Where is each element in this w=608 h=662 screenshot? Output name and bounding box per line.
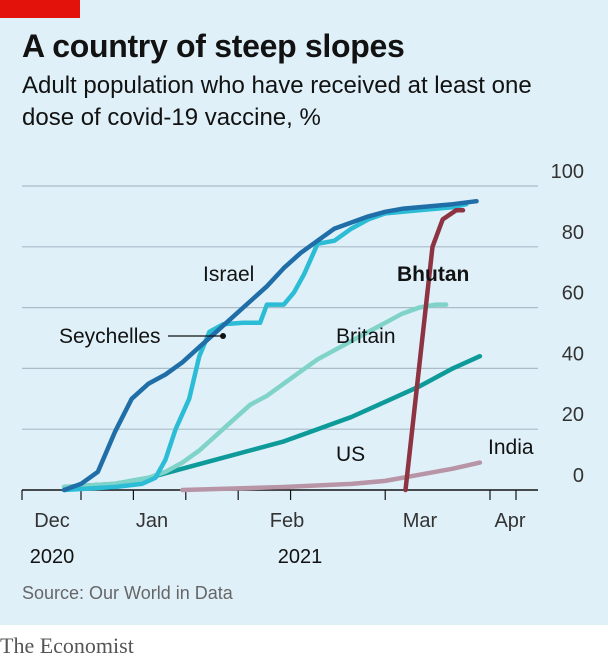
chart-panel xyxy=(0,0,608,625)
year-label-2020: 2020 xyxy=(30,546,75,568)
y-tick-label-40: 40 xyxy=(562,343,584,365)
x-tick-label-feb: Feb xyxy=(270,510,304,532)
series-label-israel: Israel xyxy=(203,263,254,286)
line-chart: 0 20 40 60 80 100 Dec Jan Feb Mar Apr 2020 2021 Israe… xyxy=(21,161,584,568)
brand-red-bar xyxy=(0,0,80,18)
x-tick-label-jan: Jan xyxy=(136,510,168,532)
series-label-britain: Britain xyxy=(336,325,396,348)
chart-subtitle: Adult population who have received at le… xyxy=(22,72,532,131)
x-tick-label-dec: Dec xyxy=(34,510,70,532)
publisher-logo: The Economist xyxy=(0,633,134,658)
x-tick-label-apr: Apr xyxy=(494,510,525,532)
series-line-india xyxy=(180,460,483,493)
series-line-britain xyxy=(61,302,449,490)
series-line-israel xyxy=(61,198,479,493)
y-tick-label-20: 20 xyxy=(562,404,584,426)
y-tick-label-80: 80 xyxy=(562,222,584,244)
y-tick-label-0: 0 xyxy=(573,465,584,487)
series-label-india: India xyxy=(488,436,534,459)
series-line-seychelles xyxy=(61,201,469,493)
x-tick-label-mar: Mar xyxy=(403,510,438,532)
chart-title: A country of steep slopes xyxy=(22,28,405,64)
series-label-seychelles: Seychelles xyxy=(59,325,161,348)
y-tick-label-60: 60 xyxy=(562,283,584,305)
seychelles-pointer-dot xyxy=(220,333,226,339)
series-label-us: US xyxy=(336,443,365,466)
year-label-2021: 2021 xyxy=(278,546,323,568)
source-note: Source: Our World in Data xyxy=(22,583,233,603)
series-label-bhutan: Bhutan xyxy=(397,263,469,286)
y-tick-label-100: 100 xyxy=(551,161,584,183)
series-line-bhutan xyxy=(403,208,466,493)
